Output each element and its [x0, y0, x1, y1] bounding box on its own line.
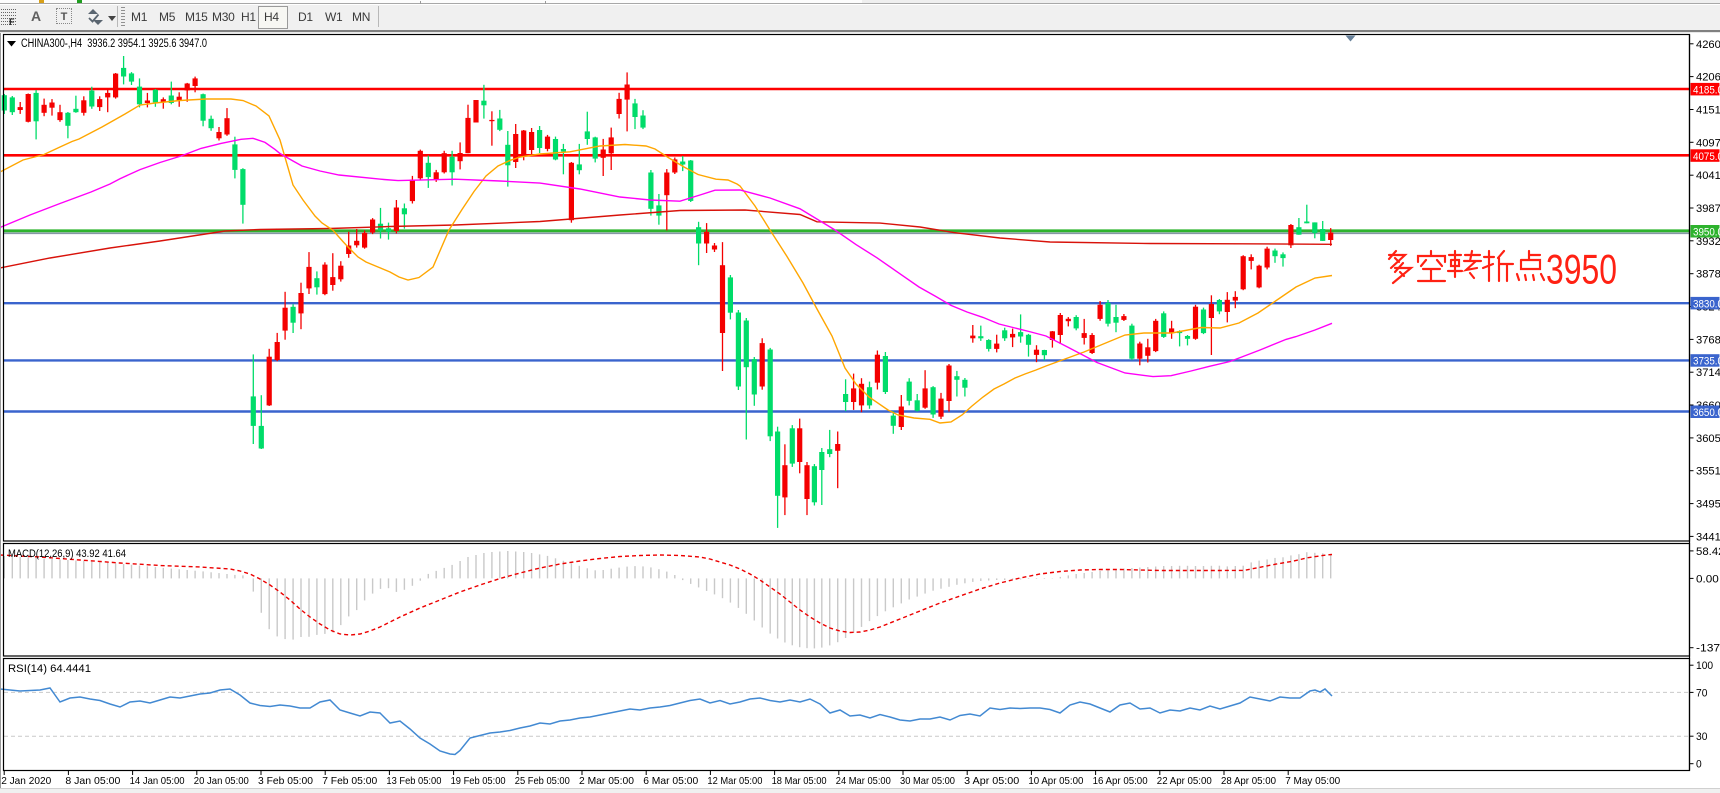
svg-text:30 Mar 05:00: 30 Mar 05:00 [900, 775, 955, 787]
svg-text:70: 70 [1696, 687, 1707, 699]
svg-text:CHINA300-,H4 3936.2 3954.1 39: CHINA300-,H4 3936.2 3954.1 3925.6 3947.0 [21, 38, 207, 50]
svg-text:8 Jan 05:00: 8 Jan 05:00 [65, 775, 120, 787]
svg-text:4185.0: 4185.0 [1693, 84, 1720, 96]
svg-text:3495.5: 3495.5 [1696, 499, 1720, 511]
svg-text:3605.0: 3605.0 [1696, 433, 1720, 445]
svg-text:4206.5: 4206.5 [1696, 72, 1720, 84]
svg-text:0: 0 [1696, 759, 1702, 771]
svg-text:3735.0: 3735.0 [1693, 356, 1720, 368]
svg-text:MACD(12,26,9) 43.92 41.64: MACD(12,26,9) 43.92 41.64 [8, 548, 126, 560]
svg-text:3 Apr 05:00: 3 Apr 05:00 [964, 775, 1019, 787]
svg-text:4097.0: 4097.0 [1696, 137, 1720, 149]
svg-text:-137.0: -137.0 [1696, 643, 1720, 655]
svg-text:4260.5: 4260.5 [1696, 39, 1720, 51]
svg-text:13 Feb 05:00: 13 Feb 05:00 [386, 775, 441, 787]
svg-text:0.00: 0.00 [1696, 573, 1719, 585]
svg-text:3932.0: 3932.0 [1696, 236, 1720, 248]
svg-text:24 Mar 05:00: 24 Mar 05:00 [836, 775, 891, 787]
svg-text:3878.0: 3878.0 [1696, 269, 1720, 281]
svg-text:3650.0: 3650.0 [1693, 407, 1720, 419]
svg-text:100: 100 [1696, 660, 1713, 672]
svg-text:7 May 05:00: 7 May 05:00 [1285, 775, 1340, 787]
svg-text:25 Feb 05:00: 25 Feb 05:00 [515, 775, 570, 787]
svg-text:3 Feb 05:00: 3 Feb 05:00 [258, 775, 313, 787]
svg-text:6 Mar 05:00: 6 Mar 05:00 [643, 775, 698, 787]
svg-text:19 Feb 05:00: 19 Feb 05:00 [451, 775, 506, 787]
svg-text:30: 30 [1696, 731, 1707, 743]
svg-text:2 Jan 2020: 2 Jan 2020 [1, 775, 51, 787]
svg-text:18 Mar 05:00: 18 Mar 05:00 [772, 775, 827, 787]
svg-text:3441.5: 3441.5 [1696, 531, 1720, 543]
svg-text:16 Apr 05:00: 16 Apr 05:00 [1093, 775, 1148, 787]
svg-text:22 Apr 05:00: 22 Apr 05:00 [1157, 775, 1212, 787]
svg-text:3830.0: 3830.0 [1693, 298, 1720, 310]
svg-text:4151.0: 4151.0 [1696, 105, 1720, 117]
svg-text:14 Jan 05:00: 14 Jan 05:00 [130, 775, 185, 787]
svg-text:58.42: 58.42 [1696, 546, 1720, 558]
svg-text:3950: 3950 [1546, 246, 1617, 293]
svg-text:4075.0: 4075.0 [1693, 151, 1720, 163]
svg-text:4041.5: 4041.5 [1696, 170, 1720, 182]
svg-text:3551.0: 3551.0 [1696, 466, 1720, 478]
svg-text:10 Apr 05:00: 10 Apr 05:00 [1028, 775, 1083, 787]
svg-text:RSI(14) 64.4441: RSI(14) 64.4441 [8, 663, 91, 675]
svg-text:3987.5: 3987.5 [1696, 203, 1720, 215]
svg-text:3768.5: 3768.5 [1696, 334, 1720, 346]
svg-text:3714.5: 3714.5 [1696, 367, 1720, 379]
svg-text:12 Mar 05:00: 12 Mar 05:00 [707, 775, 762, 787]
svg-text:3950.0: 3950.0 [1693, 227, 1720, 239]
svg-text:28 Apr 05:00: 28 Apr 05:00 [1221, 775, 1276, 787]
svg-text:20 Jan 05:00: 20 Jan 05:00 [194, 775, 249, 787]
svg-text:7 Feb 05:00: 7 Feb 05:00 [322, 775, 377, 787]
svg-text:2 Mar 05:00: 2 Mar 05:00 [579, 775, 634, 787]
